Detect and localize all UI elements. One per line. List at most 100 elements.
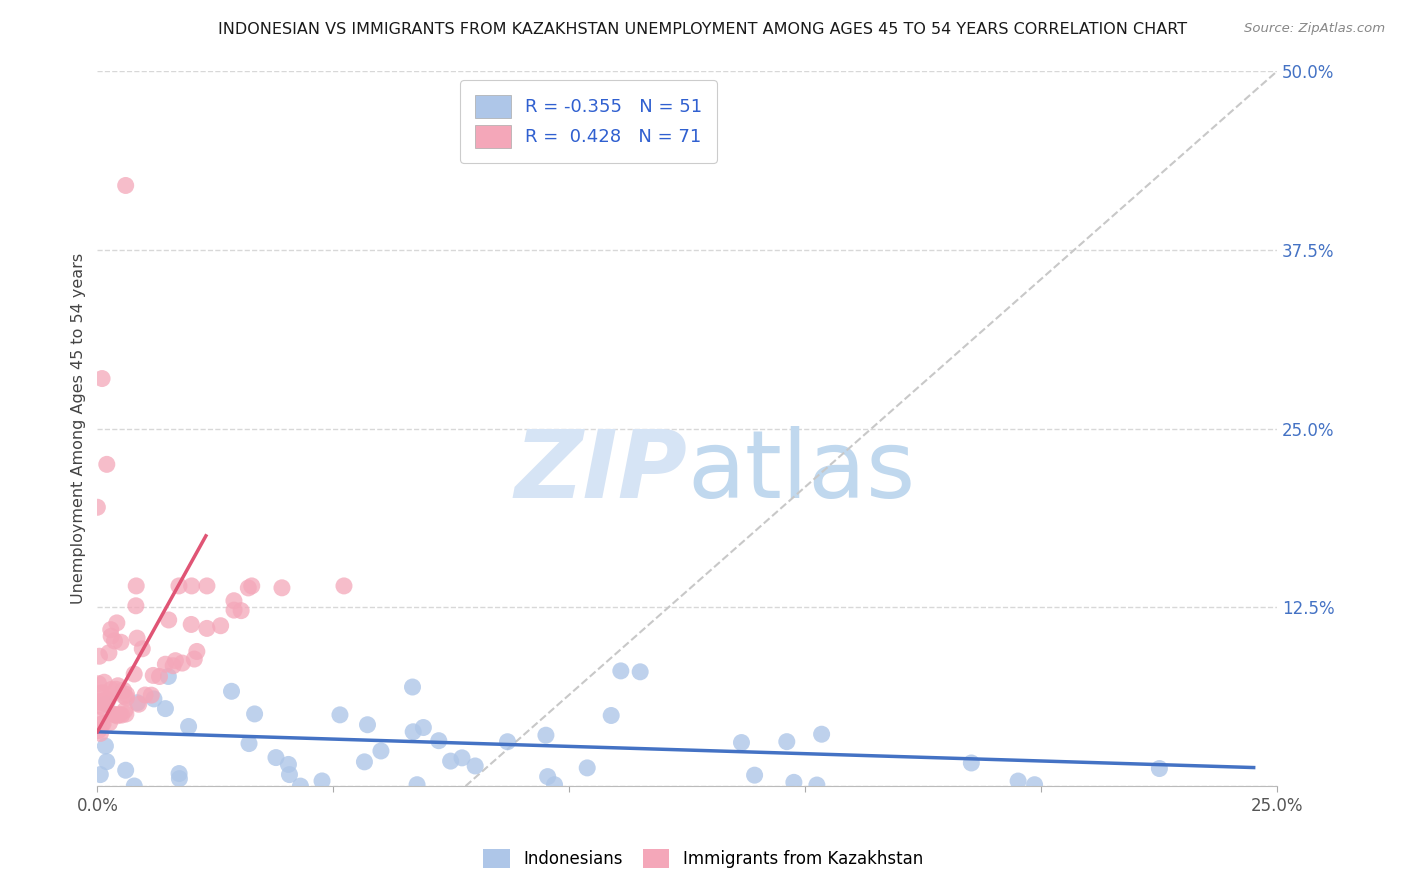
Point: [329, 707, 352, 722]
Y-axis label: Unemployment Among Ages 45 to 54 years: Unemployment Among Ages 45 to 54 years: [72, 253, 86, 604]
Point: [115, 688, 138, 702]
Point: [401, 680, 423, 694]
Point: [412, 721, 434, 735]
Point: [125, 599, 148, 613]
Point: [110, 708, 132, 723]
Point: [1149, 762, 1171, 776]
Point: [114, 178, 136, 193]
Point: [165, 654, 187, 668]
Point: [141, 688, 163, 702]
Point: [87, 723, 110, 738]
Point: [155, 701, 177, 715]
Point: [238, 581, 260, 595]
Point: [402, 724, 425, 739]
Point: [1007, 774, 1029, 789]
Point: [370, 744, 392, 758]
Point: [353, 755, 375, 769]
Point: [537, 770, 560, 784]
Point: [91, 716, 114, 731]
Point: [86, 500, 108, 515]
Point: [278, 767, 301, 781]
Point: [157, 613, 180, 627]
Point: [180, 617, 202, 632]
Point: [90, 695, 112, 709]
Point: [427, 733, 450, 747]
Point: [172, 656, 194, 670]
Point: [222, 603, 245, 617]
Point: [243, 706, 266, 721]
Point: [610, 664, 633, 678]
Point: [131, 641, 153, 656]
Point: [277, 757, 299, 772]
Point: [195, 621, 218, 635]
Point: [94, 697, 117, 711]
Point: [108, 707, 131, 722]
Point: [115, 690, 138, 705]
Point: [103, 707, 125, 722]
Point: [290, 779, 312, 793]
Point: [90, 716, 112, 731]
Point: [97, 692, 120, 706]
Point: [142, 692, 165, 706]
Point: [167, 579, 190, 593]
Point: [87, 694, 110, 708]
Point: [105, 682, 128, 697]
Point: [628, 665, 651, 679]
Point: [89, 686, 111, 700]
Point: [496, 735, 519, 749]
Point: [98, 715, 121, 730]
Point: [91, 686, 114, 700]
Point: [169, 772, 191, 786]
Point: [271, 581, 294, 595]
Point: [240, 579, 263, 593]
Point: [89, 714, 111, 728]
Point: [406, 778, 429, 792]
Point: [744, 768, 766, 782]
Point: [356, 717, 378, 731]
Point: [87, 677, 110, 691]
Point: [148, 669, 170, 683]
Point: [89, 699, 111, 714]
Point: [960, 756, 983, 770]
Point: [221, 684, 243, 698]
Point: [115, 707, 138, 722]
Point: [100, 629, 122, 643]
Point: [543, 778, 565, 792]
Point: [134, 688, 156, 702]
Point: [162, 658, 184, 673]
Legend: R = -0.355   N = 51, R =  0.428   N = 71: R = -0.355 N = 51, R = 0.428 N = 71: [460, 80, 717, 162]
Point: [229, 604, 252, 618]
Point: [534, 728, 557, 742]
Point: [103, 633, 125, 648]
Point: [576, 761, 599, 775]
Point: [89, 726, 111, 740]
Point: [600, 708, 623, 723]
Point: [100, 623, 122, 637]
Point: [333, 579, 356, 593]
Point: [89, 649, 111, 664]
Point: [464, 759, 486, 773]
Point: [93, 675, 115, 690]
Point: [105, 615, 128, 630]
Point: [114, 763, 136, 777]
Point: [209, 618, 232, 632]
Point: [96, 697, 118, 711]
Point: [96, 692, 118, 706]
Point: [439, 754, 461, 768]
Point: [142, 668, 165, 682]
Point: [155, 657, 177, 672]
Point: [122, 779, 145, 793]
Point: [183, 652, 205, 666]
Point: [96, 458, 118, 472]
Point: [222, 593, 245, 607]
Point: [177, 719, 200, 733]
Point: [127, 696, 149, 710]
Point: [1024, 778, 1046, 792]
Point: [451, 751, 474, 765]
Point: [311, 774, 333, 789]
Point: [104, 707, 127, 722]
Text: Source: ZipAtlas.com: Source: ZipAtlas.com: [1244, 22, 1385, 36]
Point: [96, 755, 118, 769]
Point: [264, 750, 287, 764]
Point: [89, 767, 111, 781]
